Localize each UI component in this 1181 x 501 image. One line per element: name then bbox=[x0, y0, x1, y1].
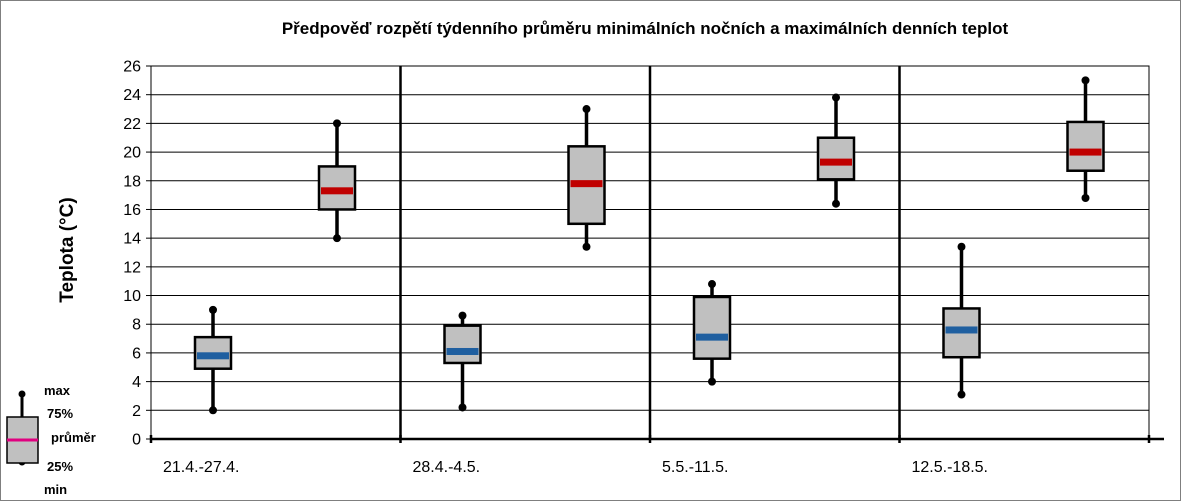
min-marker bbox=[333, 234, 341, 243]
box-plots bbox=[193, 76, 1105, 415]
box-plot-night_min bbox=[193, 305, 233, 415]
max-marker bbox=[458, 311, 467, 320]
box-q25-q75 bbox=[816, 136, 856, 181]
mean-marker bbox=[820, 158, 852, 166]
y-tick-label: 14 bbox=[123, 231, 141, 248]
min-marker bbox=[582, 242, 591, 251]
mean-marker bbox=[696, 333, 728, 341]
y-tick-label: 22 bbox=[123, 116, 141, 133]
mean-marker bbox=[570, 180, 603, 188]
y-tick-label: 16 bbox=[123, 202, 141, 219]
category-label: 28.4.-4.5. bbox=[413, 459, 481, 476]
max-marker bbox=[1081, 76, 1090, 85]
y-tick-label: 10 bbox=[123, 288, 141, 305]
min-marker bbox=[209, 406, 217, 415]
max-marker bbox=[957, 242, 966, 251]
mean-marker bbox=[321, 187, 353, 195]
min-marker bbox=[1081, 193, 1090, 202]
legend-label-75: 75% bbox=[47, 406, 73, 421]
mean-marker bbox=[197, 352, 229, 360]
mean-marker bbox=[1069, 148, 1102, 156]
max-marker bbox=[832, 93, 840, 102]
box-plot-night_min bbox=[443, 311, 482, 412]
x-axis bbox=[149, 435, 1164, 443]
category-label: 12.5.-18.5. bbox=[912, 459, 989, 476]
y-tick-label: 4 bbox=[132, 374, 141, 391]
legend: max 75% průměr 25% min bbox=[6, 383, 96, 497]
y-tick-label: 24 bbox=[123, 87, 141, 104]
legend-max-marker bbox=[18, 390, 26, 398]
mean-marker bbox=[446, 347, 479, 355]
min-marker bbox=[957, 390, 966, 399]
category-label: 21.4.-27.4. bbox=[163, 459, 240, 476]
y-tick-label: 18 bbox=[123, 173, 141, 190]
y-tick-label: 20 bbox=[123, 145, 141, 162]
max-marker bbox=[708, 280, 716, 289]
box-q25-q75 bbox=[1066, 120, 1105, 172]
week-separators bbox=[399, 66, 901, 439]
y-tick-label: 26 bbox=[123, 59, 141, 76]
y-tick-label: 2 bbox=[132, 403, 141, 420]
min-marker bbox=[832, 199, 840, 208]
legend-label-min: min bbox=[44, 482, 67, 497]
y-tick-label: 0 bbox=[132, 432, 141, 449]
box-plot-day_max bbox=[816, 93, 856, 208]
y-tick-label: 12 bbox=[123, 259, 141, 276]
box-plot-day_max bbox=[317, 119, 357, 243]
y-tick-label: 6 bbox=[132, 345, 141, 362]
box-q25-q75 bbox=[443, 324, 482, 365]
max-marker bbox=[209, 305, 217, 314]
y-axis-label: Teplota (°C) bbox=[57, 197, 78, 302]
category-label: 5.5.-11.5. bbox=[662, 459, 728, 476]
chart-title: Předpověď rozpětí týdenního průměru mini… bbox=[282, 19, 1009, 38]
box-q25-q75 bbox=[692, 295, 732, 360]
max-marker bbox=[582, 105, 591, 114]
box-plot-night_min bbox=[692, 280, 732, 386]
mean-marker bbox=[945, 326, 978, 334]
legend-label-max: max bbox=[44, 383, 71, 398]
min-marker bbox=[708, 377, 716, 386]
category-labels: 21.4.-27.4. 28.4.-4.5. 5.5.-11.5. 12.5.-18.… bbox=[163, 459, 988, 476]
box-plot-day_max bbox=[567, 105, 606, 251]
box-plot-day_max bbox=[1066, 76, 1105, 202]
legend-label-25: 25% bbox=[47, 459, 73, 474]
box-plot-night_min bbox=[942, 242, 981, 399]
min-marker bbox=[458, 403, 467, 412]
y-tick-label: 8 bbox=[132, 317, 141, 334]
legend-label-mean: průměr bbox=[51, 430, 96, 445]
max-marker bbox=[333, 119, 341, 128]
